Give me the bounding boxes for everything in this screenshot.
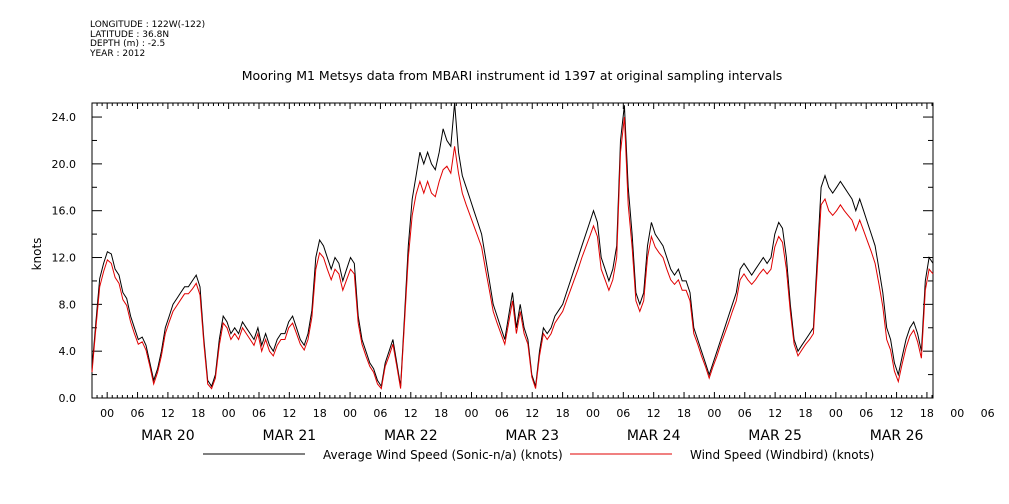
year-label: YEAR : 2012	[90, 48, 146, 59]
x-hour-label: 06	[981, 407, 995, 420]
legend-label-average-wind: Average Wind Speed (Sonic-n/a) (knots)	[323, 448, 563, 462]
x-hour-labels: 00 06 12 18 00 06 12 18 00 06 12 18 00 06 12 18 00 06 12 18…	[100, 407, 995, 420]
chart-title: Mooring M1 Metsys data from MBARI instru…	[242, 68, 783, 83]
x-hour-label: 12	[647, 407, 661, 420]
y-tick-label: 0.0	[59, 392, 77, 405]
x-hour-label: 00	[100, 407, 114, 420]
y-tick-label: 8.0	[59, 298, 77, 311]
latitude-label: LATITUDE : 36.8N	[90, 29, 170, 40]
x-hour-label: 00	[343, 407, 357, 420]
legend: Average Wind Speed (Sonic-n/a) (knots) W…	[203, 448, 874, 462]
depth-label: DEPTH (m) : -2.5	[90, 39, 166, 49]
x-hour-label: 00	[222, 407, 236, 420]
x-hour-label: 12	[161, 407, 175, 420]
x-day-label: MAR 25	[748, 428, 802, 444]
x-hour-label: 18	[677, 407, 691, 420]
x-hour-label: 00	[707, 407, 721, 420]
x-day-label: MAR 21	[263, 428, 317, 444]
x-hour-label: 18	[434, 407, 448, 420]
x-hour-label: 06	[373, 407, 387, 420]
series-windbird-line	[91, 116, 934, 390]
y-tick-label: 4.0	[59, 345, 77, 358]
x-hour-label: 06	[616, 407, 630, 420]
x-hour-label: 06	[738, 407, 752, 420]
x-hour-label: 18	[798, 407, 812, 420]
x-hour-label: 18	[920, 407, 934, 420]
x-hour-label: 12	[890, 407, 904, 420]
legend-label-windbird: Wind Speed (Windbird) (knots)	[690, 448, 874, 462]
plot-frame	[91, 102, 934, 399]
y-tick-label: 20.0	[52, 158, 77, 171]
series-group	[91, 102, 934, 390]
axis-ticks	[91, 103, 933, 399]
y-tick-label: 12.0	[52, 252, 77, 265]
x-hour-label: 00	[465, 407, 479, 420]
metadata-block: LONGITUDE : 122W(-122) LATITUDE : 36.8N …	[90, 20, 206, 59]
x-hour-label: 18	[556, 407, 570, 420]
x-hour-label: 12	[282, 407, 296, 420]
x-hour-label: 18	[191, 407, 205, 420]
x-hour-label: 12	[404, 407, 418, 420]
y-tick-label: 24.0	[52, 111, 77, 124]
x-hour-label: 06	[859, 407, 873, 420]
x-day-label: MAR 24	[627, 428, 681, 444]
x-hour-label: 00	[829, 407, 843, 420]
x-day-label: MAR 26	[870, 428, 924, 444]
x-hour-label: 06	[131, 407, 145, 420]
x-day-labels: MAR 20 MAR 21 MAR 22 MAR 23 MAR 24 MAR 25 MAR …	[141, 428, 923, 444]
x-hour-label: 12	[768, 407, 782, 420]
series-average-wind-line	[91, 102, 934, 388]
x-day-label: MAR 20	[141, 428, 195, 444]
y-axis-label: knots	[30, 238, 44, 271]
x-day-label: MAR 23	[505, 428, 559, 444]
x-hour-label: 00	[586, 407, 600, 420]
x-hour-label: 06	[495, 407, 509, 420]
x-hour-label: 12	[525, 407, 539, 420]
longitude-label: LONGITUDE : 122W(-122)	[90, 20, 206, 30]
y-tick-labels: 0.0 4.0 8.0 12.0 16.0 20.0 24.0	[52, 111, 77, 405]
x-day-label: MAR 22	[384, 428, 438, 444]
x-hour-label: 18	[313, 407, 327, 420]
x-hour-label: 06	[252, 407, 266, 420]
y-tick-label: 16.0	[52, 205, 77, 218]
x-hour-label: 00	[950, 407, 964, 420]
